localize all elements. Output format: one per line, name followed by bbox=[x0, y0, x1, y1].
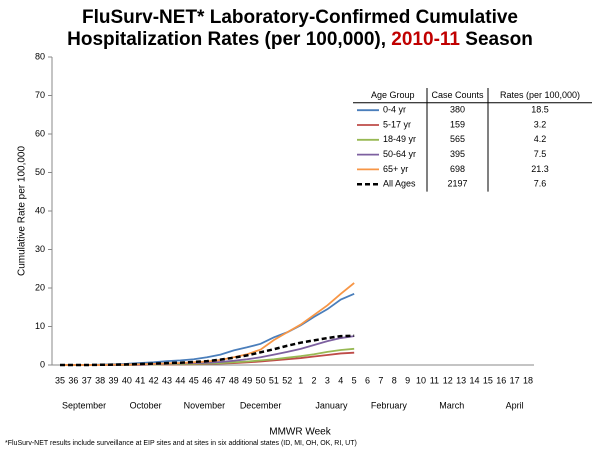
month-label: January bbox=[315, 400, 348, 410]
legend-rate: 4.2 bbox=[534, 134, 547, 144]
legend-header: Case Counts bbox=[431, 90, 484, 100]
y-tick-label: 70 bbox=[35, 90, 45, 100]
x-tick-label: 35 bbox=[55, 375, 65, 385]
x-tick-label: 6 bbox=[365, 375, 370, 385]
x-tick-label: 49 bbox=[242, 375, 252, 385]
legend-rate: 7.5 bbox=[534, 149, 547, 159]
legend-rate: 7.6 bbox=[534, 179, 547, 189]
x-tick-label: 8 bbox=[392, 375, 397, 385]
x-tick-label: 11 bbox=[430, 375, 439, 385]
series-line bbox=[60, 334, 355, 367]
x-tick-label: 51 bbox=[269, 375, 279, 385]
x-tick-label: 36 bbox=[68, 375, 78, 385]
legend-label: All Ages bbox=[383, 179, 416, 189]
month-label: December bbox=[240, 400, 282, 410]
x-tick-label: 44 bbox=[175, 375, 185, 385]
footnote: *FluSurv-NET results include surveillanc… bbox=[5, 440, 357, 447]
legend-label: 18-49 yr bbox=[383, 134, 416, 144]
y-tick-label: 50 bbox=[35, 167, 45, 177]
legend-label: 50-64 yr bbox=[383, 149, 416, 159]
x-tick-label: 38 bbox=[95, 375, 105, 385]
legend-box bbox=[353, 88, 592, 192]
legend-count: 565 bbox=[450, 134, 465, 144]
x-tick-label: 39 bbox=[108, 375, 118, 385]
x-tick-label: 13 bbox=[456, 375, 466, 385]
x-tick-label: 43 bbox=[162, 375, 172, 385]
legend-rate: 3.2 bbox=[534, 119, 547, 129]
legend-header: Age Group bbox=[371, 90, 415, 100]
x-tick-label: 12 bbox=[443, 375, 453, 385]
x-tick-label: 42 bbox=[149, 375, 159, 385]
x-tick-label: 41 bbox=[135, 375, 145, 385]
month-label: April bbox=[506, 400, 524, 410]
legend-count: 380 bbox=[450, 105, 465, 115]
legend-count: 698 bbox=[450, 164, 465, 174]
legend-header: Rates (per 100,000) bbox=[500, 90, 580, 100]
y-tick-label: 0 bbox=[40, 359, 45, 369]
x-tick-label: 46 bbox=[202, 375, 212, 385]
y-tick-label: 60 bbox=[35, 128, 45, 138]
legend-rate: 18.5 bbox=[531, 105, 549, 115]
y-tick-label: 80 bbox=[35, 51, 45, 61]
legend-label: 0-4 yr bbox=[383, 105, 406, 115]
x-tick-label: 10 bbox=[416, 375, 426, 385]
y-tick-label: 30 bbox=[35, 244, 45, 254]
month-label: November bbox=[184, 400, 226, 410]
chart-title: FluSurv-NET* Laboratory-Confirmed Cumula… bbox=[82, 7, 518, 28]
x-tick-label: 15 bbox=[483, 375, 493, 385]
x-tick-label: 7 bbox=[378, 375, 383, 385]
x-tick-label: 4 bbox=[338, 375, 343, 385]
legend-label: 65+ yr bbox=[383, 164, 408, 174]
y-axis-label: Cumulative Rate per 100,000 bbox=[17, 146, 28, 277]
title-season: 2010-11 bbox=[391, 29, 460, 50]
x-tick-label: 18 bbox=[523, 375, 533, 385]
chart-title-line2: Hospitalization Rates (per 100,000), 201… bbox=[67, 29, 533, 50]
x-tick-label: 52 bbox=[282, 375, 292, 385]
x-tick-label: 14 bbox=[470, 375, 480, 385]
month-label: February bbox=[371, 400, 408, 410]
x-tick-label: 5 bbox=[352, 375, 357, 385]
x-tick-label: 47 bbox=[215, 375, 225, 385]
x-tick-label: 3 bbox=[325, 375, 330, 385]
legend-count: 159 bbox=[450, 119, 465, 129]
x-tick-label: 2 bbox=[312, 375, 317, 385]
x-tick-label: 50 bbox=[256, 375, 266, 385]
legend-count: 2197 bbox=[447, 179, 467, 189]
x-tick-label: 40 bbox=[122, 375, 132, 385]
x-tick-label: 37 bbox=[82, 375, 92, 385]
x-tick-label: 17 bbox=[510, 375, 520, 385]
title-text: Hospitalization Rates (per 100,000), bbox=[67, 29, 386, 50]
x-axis-label: MMWR Week bbox=[269, 427, 331, 438]
month-label: October bbox=[130, 400, 162, 410]
series-line bbox=[60, 282, 355, 366]
legend-count: 395 bbox=[450, 149, 465, 159]
y-tick-label: 40 bbox=[35, 205, 45, 215]
legend-rate: 21.3 bbox=[531, 164, 549, 174]
x-tick-label: 9 bbox=[405, 375, 410, 385]
x-tick-label: 45 bbox=[189, 375, 199, 385]
x-tick-label: 16 bbox=[496, 375, 506, 385]
title-suffix: Season bbox=[465, 29, 533, 50]
x-tick-label: 1 bbox=[298, 375, 303, 385]
month-label: September bbox=[62, 400, 106, 410]
legend-label: 5-17 yr bbox=[383, 119, 411, 129]
y-tick-label: 10 bbox=[35, 321, 45, 331]
y-tick-label: 20 bbox=[35, 282, 45, 292]
x-tick-label: 48 bbox=[229, 375, 239, 385]
month-label: March bbox=[439, 400, 464, 410]
